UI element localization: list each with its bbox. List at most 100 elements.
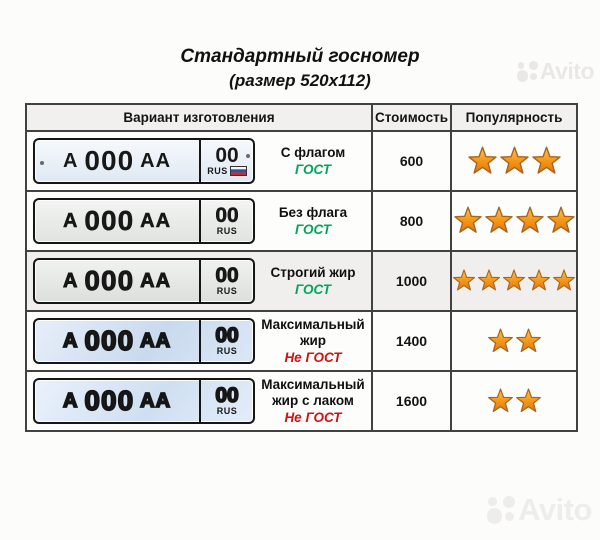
plate-digits: 000 (84, 324, 135, 357)
standard-label: ГОСТ (294, 161, 332, 177)
license-plate-preview: А 000 АА 00 RUS (33, 378, 255, 424)
table-row: А 000 АА 00 RUS С флагом ГОСТ 600 (25, 130, 578, 192)
table-row: А 000 АА 00 RUS Максимальный жир Не ГОСТ… (25, 310, 578, 372)
variant-name: Строгий жир (270, 264, 356, 280)
plate-country-code: RUS (216, 286, 238, 296)
variant-cell: А 000 АА 00 RUS Строгий жир ГОСТ (25, 250, 373, 312)
price-value: 1400 (371, 310, 452, 372)
plate-bolt-hole (40, 161, 44, 165)
col-header-price: Стоимость (371, 103, 452, 132)
col-header-popularity: Популярность (450, 103, 578, 132)
license-plate-preview: А 000 АА 00 RUS (33, 258, 255, 304)
plate-number: А 000 АА (35, 380, 199, 422)
star-icon (487, 388, 513, 412)
plate-series-letter: А (62, 149, 79, 172)
plate-series-letters: АА (140, 269, 172, 292)
plate-series-letters: АА (140, 149, 172, 172)
price-value: 1600 (371, 370, 452, 432)
plate-series-letters: АА (140, 209, 172, 232)
title-block: Стандартный госномер (размер 520x112) (0, 44, 600, 92)
plate-region-code: 00 (215, 203, 239, 227)
standard-label: ГОСТ (294, 281, 332, 297)
table-header-row: Вариант изготовления Стоимость Популярно… (25, 103, 578, 132)
plate-digits: 000 (84, 205, 135, 237)
standard-label: Не ГОСТ (284, 409, 342, 425)
variant-name: Максимальный жир (261, 316, 365, 348)
variant-cell: А 000 АА 00 RUS Максимальный жир с лаком… (25, 370, 373, 432)
plate-country-row: RUS (217, 346, 238, 357)
plate-series-letter: А (62, 329, 79, 353)
avito-wordmark: Avito (518, 492, 592, 527)
plate-country-row: RUS (207, 166, 247, 177)
star-rating (452, 388, 576, 415)
plate-bolt-hole (246, 154, 250, 158)
page-subtitle: (размер 520x112) (229, 71, 371, 90)
variant-description: С флагом ГОСТ (255, 145, 371, 178)
star-icon (453, 206, 482, 233)
plate-country-code: RUS (207, 166, 228, 176)
popularity-cell (450, 250, 578, 312)
avito-logo-icon (486, 496, 516, 524)
table-body: А 000 АА 00 RUS С флагом ГОСТ 600 (25, 130, 578, 432)
popularity-cell (450, 190, 578, 252)
plate-country-code: RUS (216, 346, 238, 356)
star-icon (546, 206, 575, 233)
variant-description: Строгий жир ГОСТ (255, 265, 371, 298)
variant-cell: А 000 АА 00 RUS Максимальный жир Не ГОСТ (25, 310, 373, 372)
variant-description: Максимальный жир Не ГОСТ (255, 317, 371, 366)
plate-region-section: 00 RUS (199, 260, 253, 302)
plate-digits: 000 (84, 145, 135, 176)
plate-number: А 000 АА (35, 140, 199, 182)
plate-number: А 000 АА (35, 260, 199, 302)
plate-region-code: 00 (215, 143, 239, 167)
price-value: 800 (371, 190, 452, 252)
plate-series-letter: А (62, 269, 79, 292)
plate-region-code: 00 (214, 383, 239, 407)
plate-series-letter: А (62, 209, 79, 232)
star-rating (452, 206, 576, 236)
plate-series-letters: АА (139, 329, 172, 353)
plate-country-row: RUS (217, 286, 238, 297)
plate-region-code: 00 (215, 263, 239, 287)
standard-label: Не ГОСТ (284, 349, 342, 365)
variant-description: Максимальный жир с лаком Не ГОСТ (255, 377, 371, 426)
table-row: А 000 АА 00 RUS Без флага ГОСТ 800 (25, 190, 578, 252)
variant-name: Без флага (278, 204, 348, 220)
star-icon (452, 269, 476, 291)
star-icon (502, 269, 526, 291)
plate-series-letter: А (62, 389, 79, 413)
star-icon (515, 388, 541, 412)
star-icon (552, 269, 576, 291)
license-plate-preview: А 000 АА 00 RUS (33, 198, 255, 244)
popularity-cell (450, 130, 578, 192)
price-table: Вариант изготовления Стоимость Популярно… (25, 103, 578, 432)
plate-country-row: RUS (217, 406, 238, 417)
plate-digits: 000 (84, 265, 135, 297)
star-icon (477, 269, 501, 291)
variant-name: Максимальный жир с лаком (261, 376, 365, 408)
star-icon (467, 146, 497, 174)
plate-region-section: 00 RUS (199, 320, 253, 362)
star-icon (531, 146, 561, 174)
plate-country-code: RUS (216, 226, 238, 236)
popularity-cell (450, 310, 578, 372)
plate-region-section: 00 RUS (199, 380, 253, 422)
star-rating (452, 269, 576, 293)
popularity-cell (450, 370, 578, 432)
plate-region-code: 00 (214, 323, 239, 347)
license-plate-preview: А 000 АА 00 RUS (33, 138, 255, 184)
plate-country-row: RUS (217, 226, 238, 237)
variant-description: Без флага ГОСТ (255, 205, 371, 238)
star-icon (499, 146, 529, 174)
russia-flag-icon (229, 166, 247, 176)
star-icon (527, 269, 551, 291)
star-icon (487, 328, 513, 352)
plate-region-section: 00 RUS (199, 140, 253, 182)
star-icon (484, 206, 513, 233)
variant-cell: А 000 АА 00 RUS Без флага ГОСТ (25, 190, 373, 252)
avito-watermark-bottom: Avito (486, 492, 592, 528)
page-title: Стандартный госномер (180, 46, 420, 67)
star-rating (452, 328, 576, 355)
variant-cell: А 000 АА 00 RUS С флагом ГОСТ (25, 130, 373, 192)
plate-country-code: RUS (216, 406, 238, 416)
